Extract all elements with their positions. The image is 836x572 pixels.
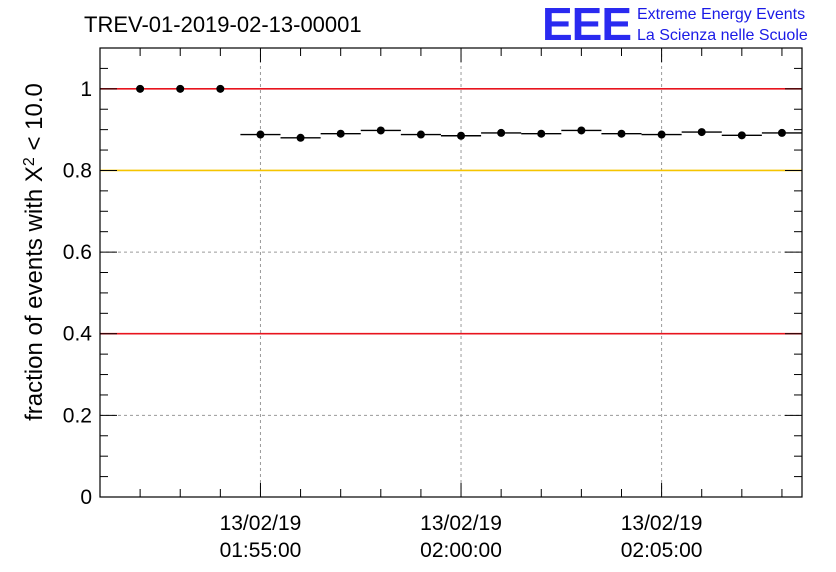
data-point [136,84,145,93]
grid [100,48,802,497]
plot-frame [99,47,803,498]
chart-title: TREV-01-2019-02-13-00001 [84,12,362,37]
data-point [457,131,466,140]
data-point [537,129,546,138]
data-point [777,128,786,137]
data-point [376,126,385,135]
y-axis-label-sup: 2 [21,157,38,166]
data-point [497,128,506,137]
x-tick-label-date: 13/02/19 [621,512,703,535]
y-axis-label-prefix: fraction of events with [21,182,48,421]
axes: 0 0.2 0.4 0.6 0.8 1 13/02/19 01:55:00 13/02/19 02… [63,47,803,562]
data-point [697,128,706,137]
data-point [296,133,305,142]
x-tick-label-time: 02:05:00 [621,539,703,562]
data-point [737,131,746,140]
data-point [577,126,586,135]
x-tick-label-date: 13/02/19 [420,512,502,535]
y-axis-label: fraction of events with X2 < 10.0 [21,83,49,421]
y-axis-label-symbol: X [21,166,48,182]
x-tick-label-time: 02:00:00 [420,539,502,562]
data-point [617,129,626,138]
data-point [336,129,345,138]
eee-logo-line2: La Scienza nelle Scuole [637,27,808,44]
eee-logo-letters: EEE [542,0,631,50]
y-tick-label: 0.6 [63,241,92,264]
y-tick-label: 0.4 [63,323,93,346]
data-point [176,84,185,93]
eee-logo-line1: Extreme Energy Events [637,6,805,23]
data-point [657,130,666,139]
data-points [136,84,802,142]
data-point [416,130,425,139]
x-tick-label-date: 13/02/19 [220,512,302,535]
x-tick-label-time: 01:55:00 [220,539,302,562]
eee-logo: EEE Extreme Energy Events La Scienza nel… [542,0,808,50]
y-tick-label: 1 [80,78,92,101]
data-point [256,130,265,139]
y-tick-label: 0 [80,486,92,509]
data-point [216,84,225,93]
y-tick-label: 0.8 [63,159,92,182]
y-tick-label: 0.2 [63,404,92,427]
y-axis-label-suffix: < 10.0 [21,83,48,157]
reference-lines [100,88,802,335]
